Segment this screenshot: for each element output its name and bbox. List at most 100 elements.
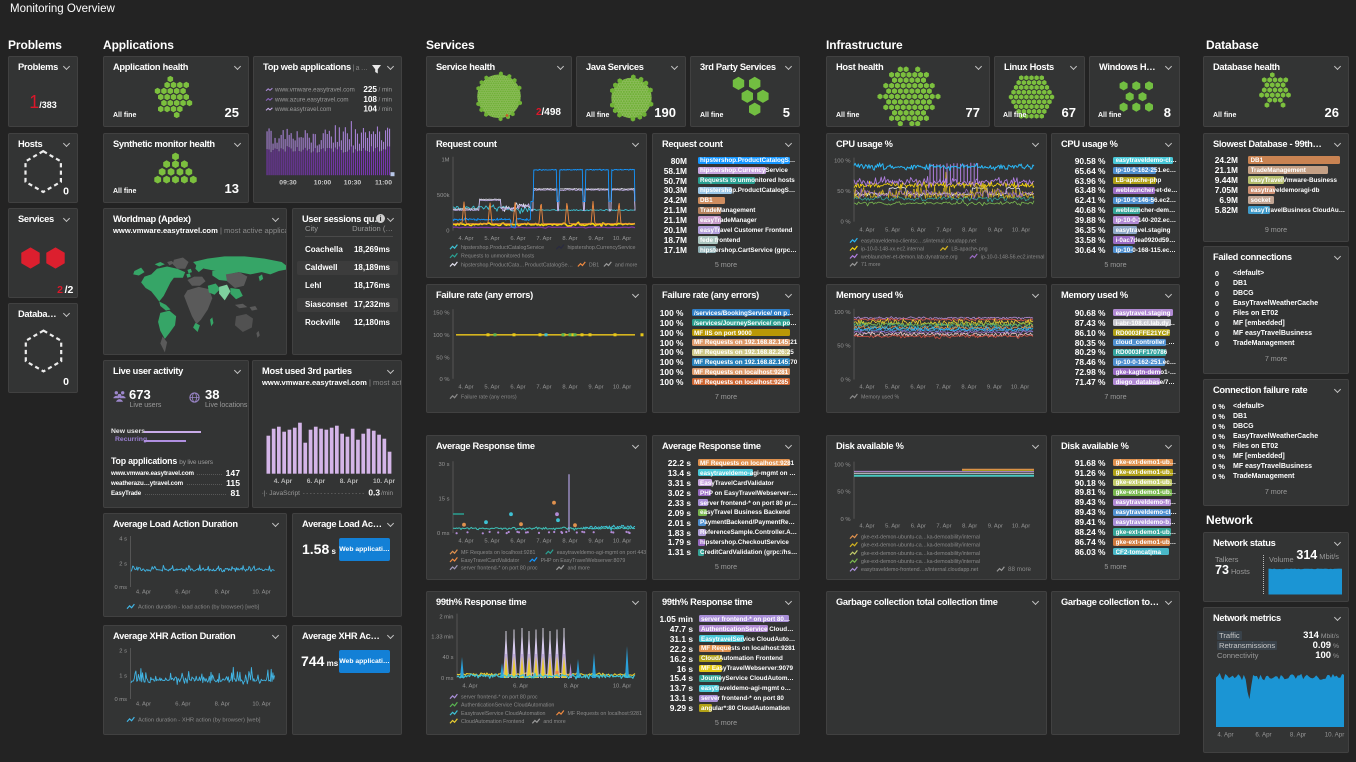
svg-text:MF Requests on localhost:9281: MF Requests on localhost:9281 [567,711,642,717]
svg-text:4. Apr: 4. Apr [1217,732,1233,739]
svg-text:6. Apr: 6. Apr [513,684,528,690]
svg-text:6. Apr: 6. Apr [510,539,525,545]
svg-text:9. Apr: 9. Apr [988,524,1003,530]
svg-text:10. Apr: 10. Apr [613,384,631,390]
svg-text:2: 2 [57,284,63,296]
svg-text:Action duration - XHR action (: Action duration - XHR action (by browser… [138,718,261,724]
svg-text:9. Apr: 9. Apr [988,228,1003,234]
svg-text:5. Apr: 5. Apr [885,228,900,234]
svg-text:6. Apr: 6. Apr [911,524,926,530]
svg-text:LB-apache-png: LB-apache-png [951,246,987,252]
svg-text:gke-ext-demon-ubuntu-ca…ka-dem: gke-ext-demon-ubuntu-ca…ka-demoability/i… [861,559,980,565]
svg-text:Requests to unmonitored hosts: Requests to unmonitored hosts [461,254,535,260]
svg-text:DB1: DB1 [589,262,599,268]
svg-text:10. Apr: 10. Apr [1012,228,1030,234]
svg-text:0 %: 0 % [440,377,450,383]
svg-text:weblauncher-et-demon.lab.dynat: weblauncher-et-demon.lab.dynatrace.org [861,254,958,260]
svg-text:1.33 min: 1.33 min [431,634,453,640]
svg-text:6. Apr: 6. Apr [1255,732,1271,739]
svg-text:100 %: 100 % [433,333,449,339]
svg-text:8. Apr: 8. Apr [962,228,977,234]
svg-text:9. Apr: 9. Apr [987,385,1002,391]
svg-text:9. Apr: 9. Apr [588,384,603,390]
svg-text:225: 225 [363,85,377,94]
svg-text:1M: 1M [441,158,449,164]
svg-text:EasyTravelCardValidator: EasyTravelCardValidator [461,558,520,564]
svg-text:4. Apr: 4. Apr [458,384,473,390]
svg-text:7. Apr: 7. Apr [536,539,551,545]
svg-text:gke-ext-demon-ubuntu-ca…ka-dem: gke-ext-demon-ubuntu-ca…ka-demoability/i… [861,543,980,549]
svg-text:150 %: 150 % [433,310,449,316]
svg-text:6. Apr: 6. Apr [175,590,190,596]
svg-text:1 s: 1 s [119,674,127,680]
svg-text:7. Apr: 7. Apr [536,384,551,390]
svg-text:0 %: 0 % [841,378,851,384]
svg-text:0: 0 [63,186,69,198]
svg-text:server frontend-* on port 80 p: server frontend-* on port 80 proc [461,566,538,572]
svg-text:10. Apr: 10. Apr [1325,732,1345,739]
svg-text:Failure rate (any errors): Failure rate (any errors) [461,395,517,401]
svg-text:8. Apr: 8. Apr [562,539,577,545]
svg-text:8. Apr: 8. Apr [562,384,577,390]
svg-text:easytraveldemo-clientsc…s/inte: easytraveldemo-clientsc…s/internal.cloud… [861,239,977,245]
svg-text:0 ms: 0 ms [114,585,127,591]
svg-text:6. Apr: 6. Apr [911,228,926,234]
svg-text:4. Apr: 4. Apr [458,539,473,545]
svg-text:10. Apr: 10. Apr [613,539,631,545]
svg-text:4. Apr: 4. Apr [136,590,151,596]
svg-text:www.easytravel.com: www.easytravel.com [274,106,331,113]
svg-text:7. Apr: 7. Apr [536,236,551,242]
svg-text:6. Apr: 6. Apr [910,385,925,391]
svg-text:7. Apr: 7. Apr [936,228,951,234]
svg-text:4. Apr: 4. Apr [458,236,473,242]
svg-text:50 %: 50 % [837,344,850,350]
svg-text:9. Apr: 9. Apr [588,539,603,545]
svg-text:8. Apr: 8. Apr [961,385,976,391]
svg-text:and more: and more [615,262,637,268]
svg-text:6. Apr: 6. Apr [307,478,326,485]
svg-text:108: 108 [363,95,377,104]
svg-text:2 min: 2 min [439,615,453,621]
svg-text:50 %: 50 % [436,355,449,361]
svg-text:and more: and more [543,719,565,725]
svg-text:10. Apr: 10. Apr [1011,385,1029,391]
svg-text:EasytravelService CloudAutomat: EasytravelService CloudAutomation [461,711,546,717]
svg-text:CloudAutomation Frontend: CloudAutomation Frontend [461,719,524,725]
svg-text:100 %: 100 % [834,310,850,316]
svg-text:8. Apr: 8. Apr [1290,732,1306,739]
svg-text:0.3: 0.3 [368,488,380,498]
svg-text:/ min: / min [379,87,393,94]
svg-text:40 s: 40 s [443,655,454,661]
svg-text:0 %: 0 % [841,220,851,226]
svg-text:∙|∙ JavaScript: ∙|∙ JavaScript [262,490,300,497]
svg-text:4. Apr: 4. Apr [859,228,874,234]
svg-text:4. Apr: 4. Apr [136,702,151,708]
svg-text:9. Apr: 9. Apr [588,236,603,242]
svg-text:MF Requests on localhost:9281: MF Requests on localhost:9281 [461,550,536,556]
svg-text:7. Apr: 7. Apr [936,385,951,391]
svg-text:15 s: 15 s [439,497,450,503]
svg-text:and more: and more [567,566,589,572]
svg-text:4. Apr: 4. Apr [859,385,874,391]
svg-text:Action duration - load action: Action duration - load action (by browse… [138,605,260,611]
svg-text:8. Apr: 8. Apr [215,590,230,596]
svg-text:10. Apr: 10. Apr [252,590,270,596]
svg-text:500k: 500k [437,193,450,199]
svg-text:5. Apr: 5. Apr [484,236,499,242]
svg-text:/min: /min [381,490,394,497]
svg-text:4. Apr: 4. Apr [859,524,874,530]
svg-text:PHP on EasyTravelWebserver:807: PHP on EasyTravelWebserver:8079 [541,558,626,564]
svg-text:4. Apr: 4. Apr [274,478,293,485]
svg-text:easytraveldemo-agi-mgmt on por: easytraveldemo-agi-mgmt on port 443 [557,550,647,556]
svg-text:5. Apr: 5. Apr [484,384,499,390]
svg-text:11:00: 11:00 [375,180,392,187]
svg-text:gke-ext-demon-ubuntu-ca…ka-dem: gke-ext-demon-ubuntu-ca…ka-demoability/i… [861,534,980,540]
svg-text:0 %: 0 % [841,517,851,523]
svg-text:/ min: / min [379,96,393,103]
svg-text:100 %: 100 % [834,159,850,165]
svg-text:AuthenticationService CloudAut: AuthenticationService CloudAutomation [461,703,554,709]
svg-text:gke-ext-demon-ubuntu-ca…ka-dem: gke-ext-demon-ubuntu-ca…ka-demoability/i… [861,551,980,557]
svg-text:50 %: 50 % [837,189,850,195]
svg-text:easytraveldemo-frontend…s/inte: easytraveldemo-frontend…s/internal.cloud… [861,567,979,573]
svg-text:5. Apr: 5. Apr [484,539,499,545]
